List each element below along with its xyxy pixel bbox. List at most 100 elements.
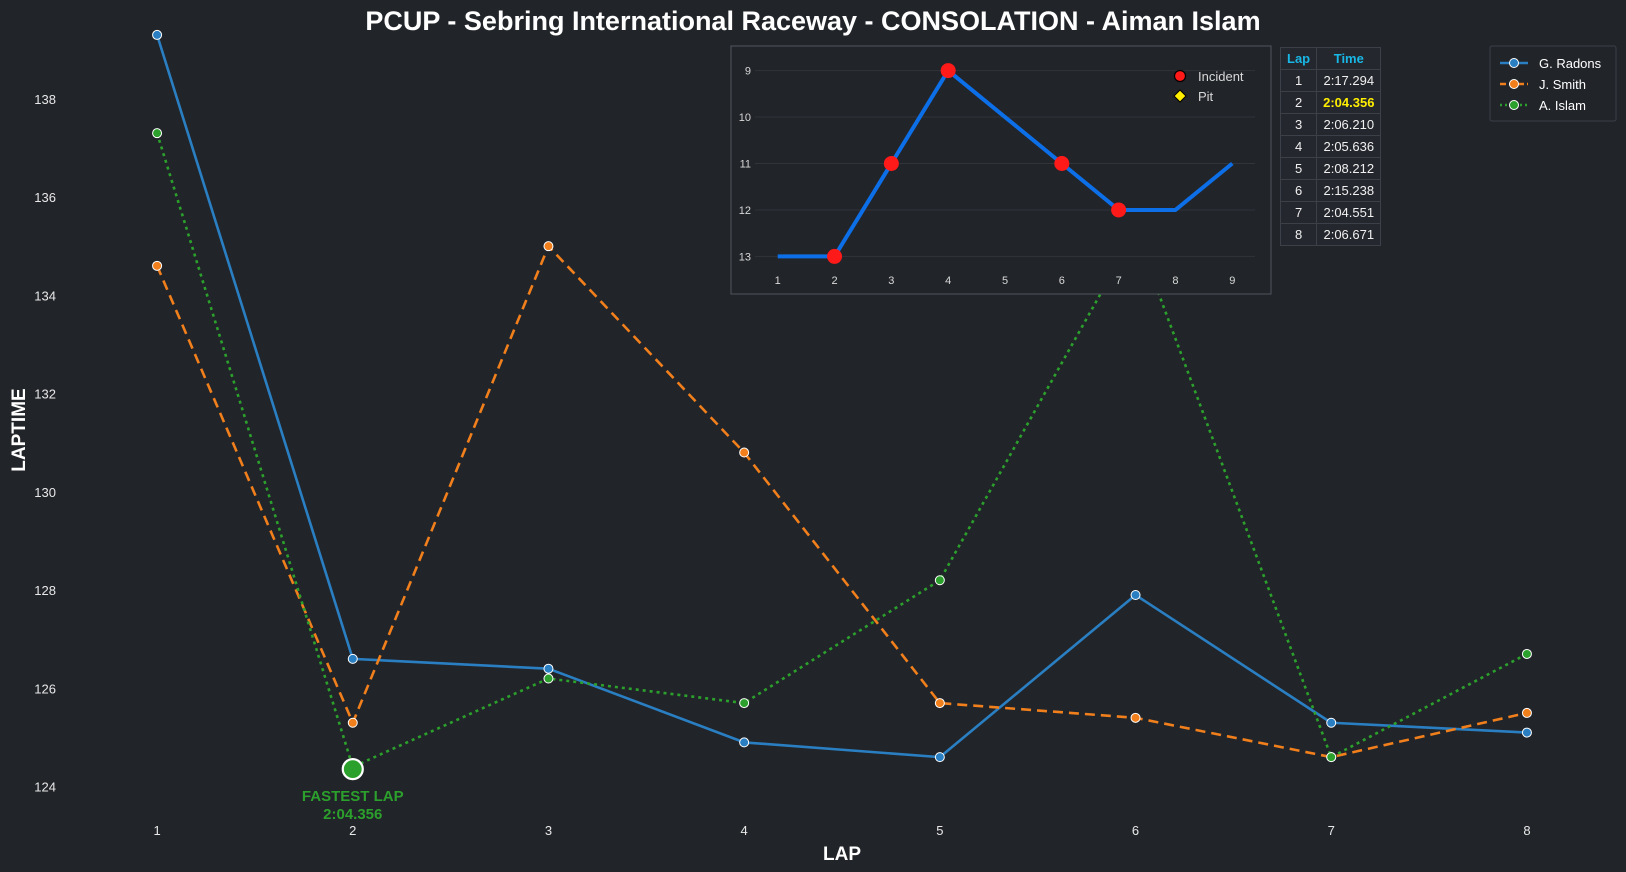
main-legend: G. Radons J. Smith A. Islam — [1489, 45, 1617, 122]
lap-time: 2:05.636 — [1316, 135, 1382, 158]
data-point — [1130, 712, 1141, 723]
lap-number: 6 — [1279, 179, 1318, 202]
inset-x-tick-label: 6 — [1059, 275, 1065, 287]
table-row: 8 2:06.671 — [1279, 223, 1382, 246]
incident-marker — [1111, 202, 1127, 218]
lap-time: 2:04.551 — [1316, 201, 1382, 224]
table-row: 2 2:04.356 — [1279, 91, 1382, 114]
incident-marker — [1054, 156, 1070, 171]
incident-marker — [827, 248, 843, 264]
inset-frame — [730, 45, 1272, 295]
legend-label: G. Radons — [1539, 56, 1602, 71]
y-tick-label: 132 — [34, 387, 56, 402]
time-column-header: Time — [1316, 47, 1382, 70]
lap-time: 2:08.212 — [1316, 157, 1382, 180]
fastest-lap-marker — [341, 758, 364, 781]
pit-legend-icon — [1173, 89, 1187, 103]
lap-number: 1 — [1279, 69, 1318, 92]
pit-legend-label: Pit — [1198, 89, 1214, 104]
inset-x-tick-label: 8 — [1172, 275, 1178, 287]
x-tick-label: 2 — [349, 823, 356, 838]
legend-marker — [1509, 100, 1519, 110]
x-tick-label: 8 — [1523, 823, 1530, 838]
legend-marker — [1509, 58, 1519, 68]
inset-x-tick-label: 9 — [1229, 275, 1235, 287]
lap-number: 8 — [1279, 223, 1318, 246]
data-point — [152, 128, 163, 139]
lap-number: 5 — [1279, 157, 1318, 180]
incident-marker — [940, 63, 956, 79]
x-tick-label: 1 — [153, 823, 160, 838]
y-axis-label: LAPTIME — [9, 388, 30, 471]
inset-x-tick-label: 7 — [1116, 275, 1122, 287]
data-point — [1130, 590, 1141, 600]
data-point — [1326, 717, 1337, 728]
y-tick-label: 136 — [34, 190, 56, 205]
data-point — [1521, 648, 1532, 659]
incident-legend-label: Incident — [1198, 69, 1244, 84]
incident-marker — [883, 156, 899, 171]
legend-box — [1489, 45, 1617, 122]
x-axis-label: LAP — [823, 844, 861, 865]
inset-x-tick-label: 3 — [888, 275, 894, 287]
data-point — [934, 575, 945, 586]
data-point — [347, 717, 358, 728]
data-point — [934, 698, 945, 709]
data-point — [152, 260, 163, 271]
inset-y-tick-label: 12 — [739, 205, 751, 217]
table-row: 4 2:05.636 — [1279, 135, 1382, 158]
series-line-a-islam — [155, 132, 1528, 769]
lap-column-header: Lap — [1279, 47, 1318, 70]
y-tick-label: 134 — [34, 288, 56, 303]
legend-label: J. Smith — [1539, 77, 1586, 92]
y-tick-label: 126 — [34, 681, 56, 696]
data-point — [543, 673, 554, 684]
lap-number: 3 — [1279, 113, 1318, 136]
y-tick-label: 124 — [34, 780, 56, 795]
inset-x-tick-label: 2 — [831, 275, 837, 287]
lap-time: 2:17.294 — [1316, 69, 1382, 92]
chart-title: PCUP - Sebring International Raceway - C… — [365, 6, 1260, 36]
fastest-lap-time-label: 2:04.356 — [323, 806, 382, 823]
legend-marker — [1509, 79, 1519, 89]
inset-y-tick-label: 9 — [745, 66, 751, 78]
data-point — [739, 737, 750, 748]
lap-time: 2:06.671 — [1316, 223, 1382, 246]
lap-number: 2 — [1279, 91, 1318, 114]
table-row: 6 2:15.238 — [1279, 179, 1382, 202]
data-point — [543, 241, 554, 252]
inset-y-tick-label: 13 — [739, 251, 751, 263]
data-point — [347, 653, 358, 664]
series-line-g-radons — [155, 34, 1527, 759]
data-point — [1326, 752, 1337, 763]
series-line-j-smith — [155, 244, 1528, 759]
lap-times-table: Lap Time 1 2:17.294 2 2:04.356 3 2:06.210 4… — [1279, 47, 1382, 246]
x-tick-label: 6 — [1132, 823, 1139, 838]
table-header-row: Lap Time — [1279, 47, 1382, 70]
inset-y-tick-label: 11 — [740, 159, 751, 171]
data-point — [934, 752, 945, 763]
position-line — [777, 68, 1234, 259]
x-tick-label: 5 — [936, 823, 943, 838]
lap-number: 4 — [1279, 135, 1318, 158]
table-row: 3 2:06.210 — [1279, 113, 1382, 136]
y-tick-label: 138 — [34, 92, 56, 107]
data-point — [1521, 707, 1532, 718]
y-tick-label: 128 — [34, 583, 56, 598]
incident-legend-icon — [1173, 69, 1187, 83]
lap-number: 7 — [1279, 201, 1318, 224]
x-tick-label: 4 — [741, 823, 748, 838]
lap-time: 2:15.238 — [1316, 179, 1382, 202]
table-row: 7 2:04.551 — [1279, 201, 1382, 224]
inset-x-tick-label: 4 — [945, 275, 951, 287]
inset-x-tick-label: 1 — [775, 275, 781, 287]
table-row: 1 2:17.294 — [1279, 69, 1382, 92]
x-tick-label: 3 — [545, 823, 552, 838]
inset-y-tick-label: 10 — [739, 112, 751, 124]
data-point — [739, 698, 750, 709]
inset-x-tick-label: 5 — [1002, 275, 1008, 287]
table-row: 5 2:08.212 — [1279, 157, 1382, 180]
